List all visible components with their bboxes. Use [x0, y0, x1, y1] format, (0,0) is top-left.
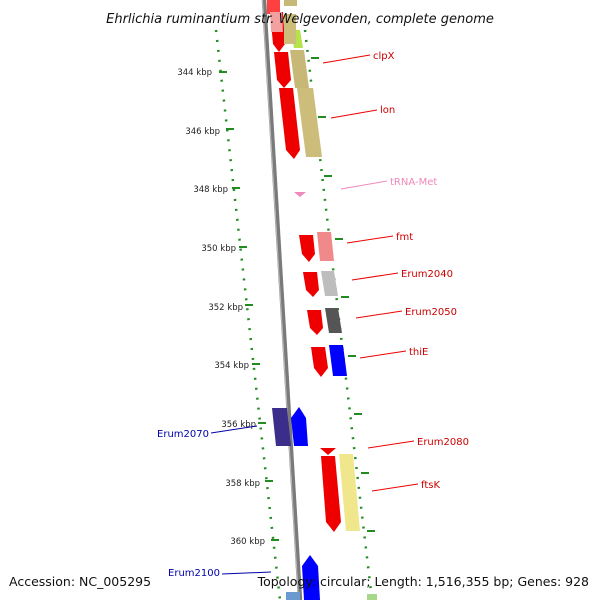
gene-clpx-red — [274, 52, 291, 88]
gene-lon-olive — [297, 88, 322, 157]
gene-erum2080-small — [320, 448, 336, 455]
accession-text: Accession: NC_005295 — [9, 574, 151, 589]
gene-label-erum2100[interactable]: Erum2100 — [168, 568, 220, 579]
tick-label: 352 kbp — [208, 303, 243, 313]
gene-label-erum2070[interactable]: Erum2070 — [157, 429, 209, 440]
gene-fmt-pink — [317, 232, 334, 261]
gene-erum2070-navy — [272, 408, 291, 446]
tick-label: 350 kbp — [201, 244, 236, 254]
leader-line-ftsk — [371, 483, 419, 492]
gene-features — [267, 0, 377, 600]
gene-erum2050-darkgrey — [325, 308, 342, 333]
gene-label-erum2050[interactable]: Erum2050 — [405, 307, 457, 318]
gene-label-thie[interactable]: thiE — [409, 347, 428, 358]
gene-bottom-green — [367, 594, 377, 600]
gene-ftsk-yellow — [339, 454, 360, 531]
gene-partial-top-olive — [284, 0, 297, 6]
gene-partial-top-red — [267, 0, 280, 14]
leader-line-erum2070 — [210, 425, 258, 434]
gene-top-pink — [270, 12, 283, 32]
gene-thie-blue — [329, 345, 347, 376]
leader-line-erum2040 — [351, 272, 399, 281]
tick-label: 348 kbp — [193, 185, 228, 195]
gene-label-lon[interactable]: lon — [380, 105, 395, 116]
tick-label: 358 kbp — [225, 479, 260, 489]
tick-label: 344 kbp — [177, 68, 212, 78]
genome-backbone-highlight — [262, 0, 299, 600]
leader-line-lon — [330, 109, 378, 119]
genome-summary-text: Topology: circular; Length: 1,516,355 bp… — [257, 574, 589, 589]
gene-fmt-red — [299, 235, 315, 262]
gene-leader-lines — [210, 54, 419, 575]
gene-erum2050-red — [307, 310, 323, 335]
gene-erum2040-grey — [321, 271, 338, 296]
gene-ftsk-red — [321, 456, 341, 532]
leader-line-clpx — [322, 54, 371, 64]
gene-label-erum2080[interactable]: Erum2080 — [417, 437, 469, 448]
gene-thie-red — [311, 347, 328, 377]
tick-label: 354 kbp — [214, 361, 249, 371]
tick-label: 346 kbp — [185, 127, 220, 137]
gene-trna-met — [294, 192, 306, 197]
gene-label-clpx[interactable]: clpX — [373, 51, 395, 62]
leader-line-trna — [340, 180, 388, 190]
gene-lon-red — [279, 88, 300, 159]
leader-line-erum2100 — [221, 571, 272, 575]
gene-erum2070-blue — [291, 407, 308, 446]
leader-line-fmt — [346, 235, 394, 244]
leader-line-erum2050 — [355, 310, 403, 319]
leader-line-erum2080 — [367, 440, 415, 449]
gene-labels: clpX lon tRNA-Met fmt Erum2040 Erum2050 … — [157, 51, 469, 579]
tick-label: 356 kbp — [221, 420, 256, 430]
gene-label-fmt[interactable]: fmt — [396, 232, 413, 243]
leader-line-thie — [359, 350, 407, 359]
gene-label-trna-met[interactable]: tRNA-Met — [390, 177, 437, 188]
scale-tick-marks — [219, 57, 375, 541]
gene-erum2100-blue — [302, 555, 320, 600]
gene-bottom-lightblue — [286, 592, 300, 600]
tick-label: 360 kbp — [230, 537, 265, 547]
gene-label-ftsk[interactable]: ftsK — [421, 480, 440, 491]
gene-clpx-olive — [290, 50, 309, 88]
gene-label-erum2040[interactable]: Erum2040 — [401, 269, 453, 280]
genome-backbone — [261, 0, 303, 600]
gene-erum2040-red — [303, 272, 319, 297]
gene-top-olive — [284, 14, 296, 44]
map-title: Ehrlichia ruminantium str. Welgevonden, … — [106, 12, 494, 27]
